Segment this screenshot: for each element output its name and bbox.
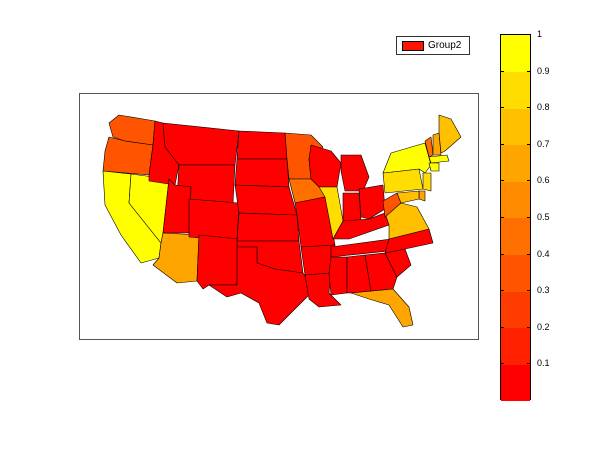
colorbar-tick-mark	[500, 363, 504, 365]
state-ma	[428, 154, 450, 164]
state-fl	[350, 288, 414, 328]
colorbar-tick-mark	[527, 143, 531, 145]
colorbar-tick-mark	[500, 217, 504, 218]
colorbar-segment	[501, 71, 530, 109]
state-ct	[428, 162, 440, 172]
legend-label: Group2	[428, 40, 462, 51]
colorbar-segment	[501, 218, 530, 256]
us-map	[102, 114, 462, 328]
colorbar-tick-mark	[527, 363, 531, 365]
state-ne	[234, 184, 298, 216]
legend: Group2	[396, 36, 470, 55]
state-sd	[234, 158, 290, 188]
state-nd	[236, 130, 288, 160]
colorbar-tick-mark	[527, 326, 531, 328]
state-nm	[196, 234, 240, 290]
colorbar-tick-mark	[527, 253, 531, 255]
state-md	[396, 190, 420, 204]
colorbar-tick-mark	[527, 180, 531, 182]
colorbar-tick-mark	[500, 180, 504, 182]
state-co	[188, 198, 240, 242]
colorbar-tick-mark	[527, 290, 531, 292]
colorbar-tick-label: 0.6	[537, 175, 550, 186]
state-mi	[340, 154, 370, 192]
colorbar-segment	[501, 364, 530, 402]
state-de	[418, 190, 426, 202]
colorbar-tick-label: 0.7	[537, 138, 550, 149]
colorbar-tick-mark	[500, 34, 504, 35]
state-ny	[382, 142, 432, 174]
colorbar-tick-label: 0.5	[537, 212, 550, 222]
colorbar-tick-mark	[500, 70, 504, 72]
state-oh	[358, 184, 386, 220]
colorbar-tick-mark	[500, 290, 504, 292]
state-mt	[162, 122, 240, 166]
colorbar-tick-label: 0.8	[537, 102, 550, 113]
colorbar-tick-mark	[500, 107, 504, 109]
colorbar-tick-label: 0.3	[537, 285, 550, 296]
state-nj	[422, 172, 432, 192]
colorbar-segment	[501, 144, 530, 182]
state-ks	[236, 212, 300, 242]
colorbar-tick-label: 0.9	[537, 65, 550, 76]
state-ms	[328, 256, 348, 296]
colorbar-tick-mark	[500, 253, 504, 255]
colorbar-segment	[501, 181, 530, 219]
colorbar-segment	[501, 35, 530, 73]
colorbar-segment	[501, 108, 530, 146]
colorbar-tick-label: 0.2	[537, 321, 550, 332]
state-nh	[432, 132, 442, 156]
colorbar-tick-label: 1	[537, 29, 543, 39]
state-in	[342, 192, 362, 222]
colorbar-tick-mark	[527, 70, 531, 72]
colorbar-segment	[501, 254, 530, 292]
colorbar-tick-mark	[500, 326, 504, 328]
colorbar-tick-mark	[527, 34, 531, 35]
state-wi	[308, 144, 342, 188]
colorbar-tick-label: 0.1	[537, 358, 550, 369]
colorbar-segment	[501, 327, 530, 365]
legend-swatch	[402, 40, 424, 51]
state-tx	[208, 246, 316, 326]
colorbar-tick-label: 0.4	[537, 248, 550, 259]
colorbar-tick-mark	[527, 217, 531, 218]
colorbar-tick-mark	[500, 143, 504, 145]
state-me	[438, 114, 462, 154]
colorbar-tick-mark	[527, 107, 531, 109]
state-ga	[364, 252, 398, 292]
colorbar-segment	[501, 291, 530, 329]
